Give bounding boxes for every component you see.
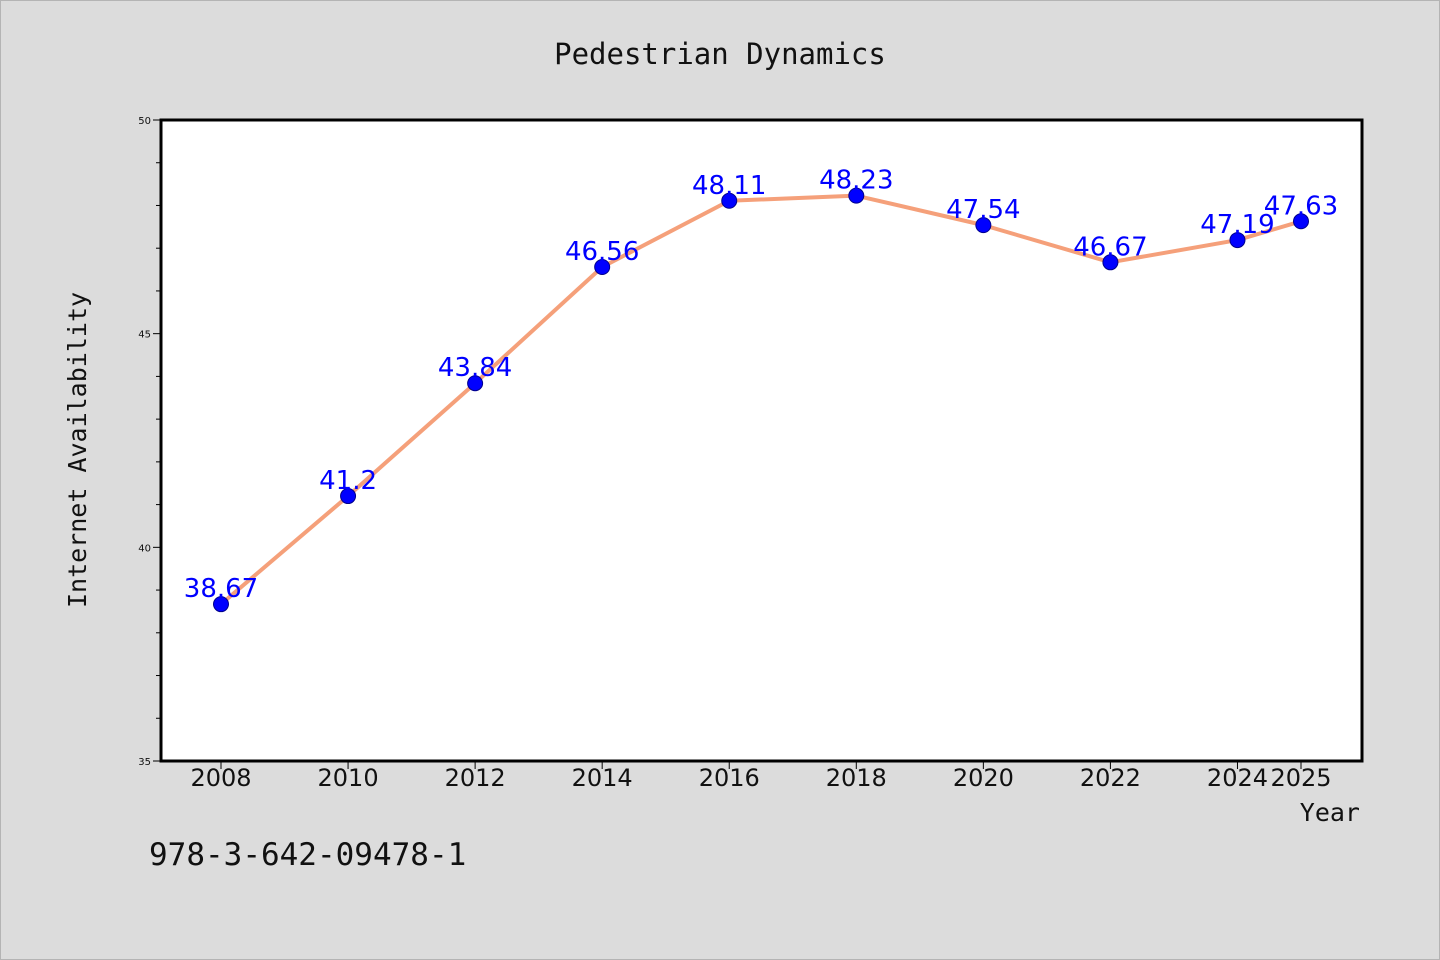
data-point-marker [721, 192, 738, 209]
data-label: 41.2 [319, 466, 377, 496]
data-point-marker [1102, 254, 1119, 271]
data-label: 38.67 [184, 574, 258, 604]
x-tick-label: 2025 [1270, 764, 1331, 792]
x-tick-label: 2022 [1080, 764, 1141, 792]
series-line [219, 193, 1303, 607]
x-tick-label: 2024 [1207, 764, 1268, 792]
y-tick-label: 40 [138, 543, 151, 554]
data-point-marker [975, 217, 992, 234]
y-axis: 35 40 45 50 [138, 116, 161, 768]
isbn-text: 978-3-642-09478-1 [149, 837, 466, 873]
data-point-marker [1293, 213, 1309, 230]
data-point-marker [594, 259, 611, 276]
data-point-marker [467, 375, 484, 392]
x-tick-label: 2008 [190, 764, 251, 792]
y-tick-label: 50 [138, 116, 151, 127]
x-axis-label: Year [1300, 798, 1360, 827]
plot-frame [159, 118, 1364, 763]
chart-title: Pedestrian Dynamics [554, 37, 886, 71]
series-markers [213, 187, 1309, 613]
data-label: 47.19 [1200, 210, 1274, 240]
data-point-marker [213, 596, 229, 613]
x-tick-label: 2016 [699, 764, 760, 792]
data-label: 47.63 [1264, 191, 1338, 221]
x-tick-label: 2018 [826, 764, 887, 792]
x-tick-label: 2012 [445, 764, 506, 792]
data-point-marker [340, 488, 357, 505]
data-label: 48.11 [692, 171, 766, 201]
data-label: 43.84 [438, 353, 512, 383]
y-tick-label: 35 [138, 757, 151, 768]
data-label: 46.67 [1073, 232, 1147, 262]
data-labels: 38.67 41.2 43.84 46.56 48.11 48.23 47.54 46.67 4… [184, 166, 1338, 605]
y-tick-label: 45 [138, 330, 151, 341]
data-point-marker [1229, 232, 1246, 249]
x-tick-label: 2020 [953, 764, 1014, 792]
x-tick-label: 2014 [572, 764, 633, 792]
x-tick-label: 2010 [318, 764, 379, 792]
data-point-marker [848, 187, 865, 204]
data-label: 46.56 [565, 237, 639, 267]
x-axis: 2008 2010 2012 2014 2016 2018 2020 2022 2024 2025 [190, 761, 1332, 792]
data-label: 47.54 [946, 195, 1020, 225]
data-label: 48.23 [819, 166, 893, 196]
y-axis-label: Internet Availability [63, 292, 92, 608]
plot-area [161, 120, 1362, 761]
